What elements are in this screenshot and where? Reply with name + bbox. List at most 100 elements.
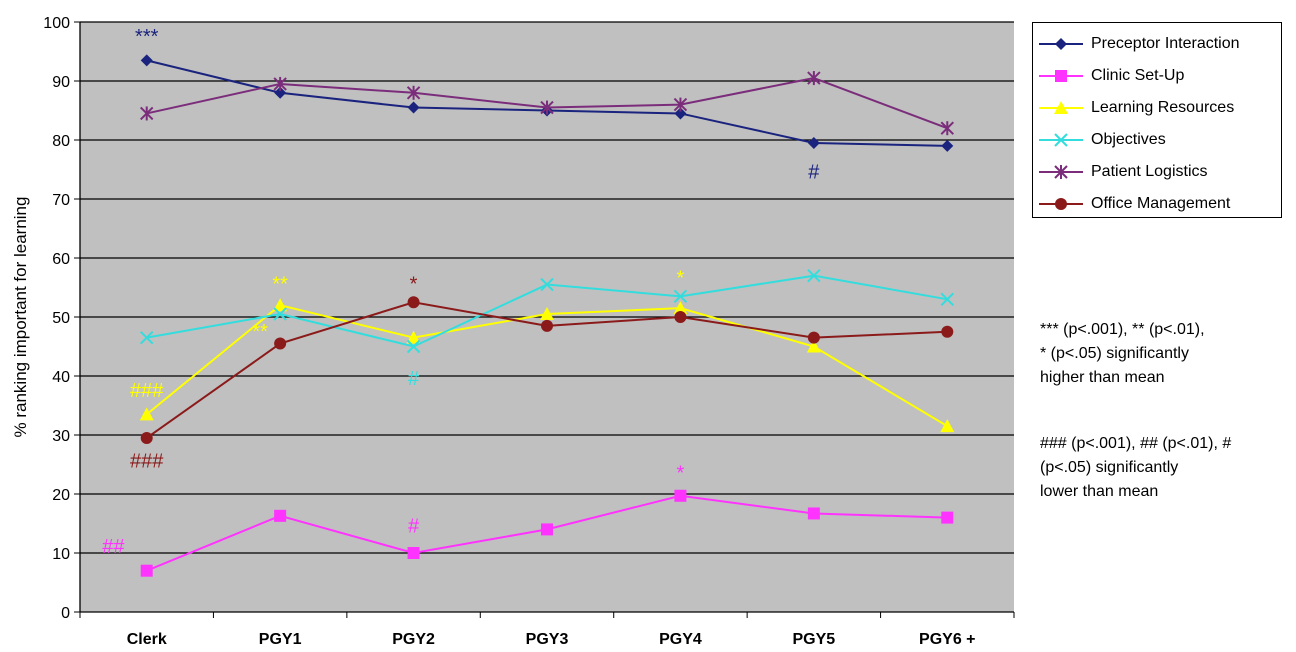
marker-square — [140, 564, 153, 577]
note-line: ### (p<.001), ## (p<.01), # — [1040, 435, 1232, 452]
significance-note-lower: ### (p<.001), ## (p<.01), # (p<.05) sign… — [1040, 432, 1290, 504]
marker-diamond — [1055, 38, 1067, 50]
marker-triangle — [273, 298, 288, 312]
marker-stroke — [273, 307, 287, 321]
marker-asterisk — [140, 106, 154, 121]
marker-asterisk — [673, 97, 688, 112]
significance-annotation: * — [677, 462, 685, 484]
legend-item: Clinic Set-Up — [1033, 61, 1281, 91]
legend-swatch — [1039, 133, 1083, 147]
significance-annotation: # — [808, 161, 820, 183]
marker-stroke — [140, 330, 154, 345]
y-tick-label: 0 — [61, 605, 70, 622]
marker-circle — [140, 431, 153, 444]
legend-item: Objectives — [1033, 125, 1281, 155]
marker-stroke — [940, 292, 954, 307]
series-learning-resources — [139, 298, 955, 433]
marker-triangle — [406, 330, 421, 344]
marker-stroke — [540, 277, 554, 292]
legend-swatch — [1039, 165, 1083, 179]
marker-asterisk — [406, 85, 421, 100]
legend-swatch — [1039, 70, 1083, 82]
marker-square — [674, 489, 687, 502]
x-tick-label: Clerk — [127, 631, 167, 648]
marker-diamond — [941, 139, 954, 152]
y-tick-label: 100 — [43, 15, 70, 32]
significance-annotation: # — [408, 368, 420, 390]
marker-diamond — [407, 101, 420, 114]
series-patient-logistics — [140, 71, 954, 136]
marker-square — [941, 511, 954, 524]
significance-annotation: ** — [252, 321, 268, 343]
note-line: higher than mean — [1040, 369, 1165, 386]
series-clinic-set-up — [140, 489, 954, 577]
marker-asterisk — [807, 71, 821, 86]
y-tick-label: 60 — [52, 251, 70, 268]
marker-stroke — [1054, 133, 1068, 147]
marker-triangle — [139, 407, 154, 421]
marker-circle — [407, 296, 420, 309]
y-tick-label: 40 — [52, 369, 70, 386]
marker-diamond — [274, 86, 287, 99]
legend-swatch — [1039, 101, 1083, 114]
marker-triangle — [673, 301, 688, 315]
legend-item: Preceptor Interaction — [1033, 29, 1281, 59]
y-tick-label: 10 — [52, 546, 70, 563]
marker-x — [1054, 133, 1068, 147]
x-tick-label: PGY3 — [526, 631, 569, 648]
legend-label: Clinic Set-Up — [1091, 67, 1185, 84]
significance-annotation: ## — [102, 536, 125, 558]
legend-label: Office Management — [1091, 195, 1231, 212]
x-tick-label: PGY5 — [793, 631, 836, 648]
legend-swatch — [1039, 198, 1083, 210]
marker-stroke — [406, 339, 421, 354]
marker-circle — [541, 319, 553, 332]
marker-asterisk — [1054, 165, 1068, 179]
marker-diamond — [140, 54, 153, 67]
series-office-management — [140, 296, 954, 444]
y-tick-label: 70 — [52, 192, 70, 209]
legend-label: Preceptor Interaction — [1091, 35, 1240, 52]
y-tick-label: 50 — [52, 310, 70, 327]
y-axis-label: % ranking important for learning — [11, 197, 30, 438]
significance-annotation: ### — [130, 380, 164, 402]
x-tick-label: PGY6 + — [919, 631, 975, 648]
marker-diamond — [807, 136, 820, 149]
marker-square — [1055, 70, 1067, 82]
note-line: lower than mean — [1040, 483, 1159, 500]
marker-x — [940, 292, 954, 307]
marker-x — [540, 277, 554, 292]
marker-circle — [807, 331, 820, 344]
marker-x — [406, 339, 421, 354]
marker-asterisk — [273, 76, 287, 91]
marker-circle — [1055, 198, 1067, 210]
significance-annotation: *** — [135, 26, 159, 48]
marker-triangle — [1054, 101, 1068, 114]
legend-label: Learning Resources — [1091, 99, 1235, 116]
note-line: *** (p<.001), ** (p<.01), — [1040, 321, 1205, 338]
y-tick-label: 30 — [52, 428, 70, 445]
marker-x — [807, 268, 821, 283]
marker-circle — [274, 337, 287, 350]
marker-triangle — [940, 419, 955, 433]
legend-item: Patient Logistics — [1033, 157, 1281, 187]
note-line: (p<.05) significantly — [1040, 459, 1179, 476]
significance-annotation: * — [677, 268, 685, 290]
y-tick-label: 80 — [52, 133, 70, 150]
marker-stroke — [807, 268, 821, 283]
marker-x — [140, 330, 154, 345]
legend-swatch — [1039, 38, 1083, 50]
marker-x — [673, 289, 688, 304]
marker-triangle — [806, 339, 821, 353]
marker-square — [407, 547, 420, 559]
legend-item: Office Management — [1033, 189, 1281, 219]
marker-circle — [941, 325, 954, 338]
significance-annotation: * — [410, 274, 418, 296]
legend: Preceptor Interaction Clinic Set-Up Learni… — [1032, 22, 1282, 218]
x-tick-label: PGY4 — [659, 631, 702, 648]
marker-circle — [674, 311, 687, 323]
legend-item: Learning Resources — [1033, 93, 1281, 123]
marker-square — [541, 523, 553, 536]
marker-square — [274, 509, 287, 522]
